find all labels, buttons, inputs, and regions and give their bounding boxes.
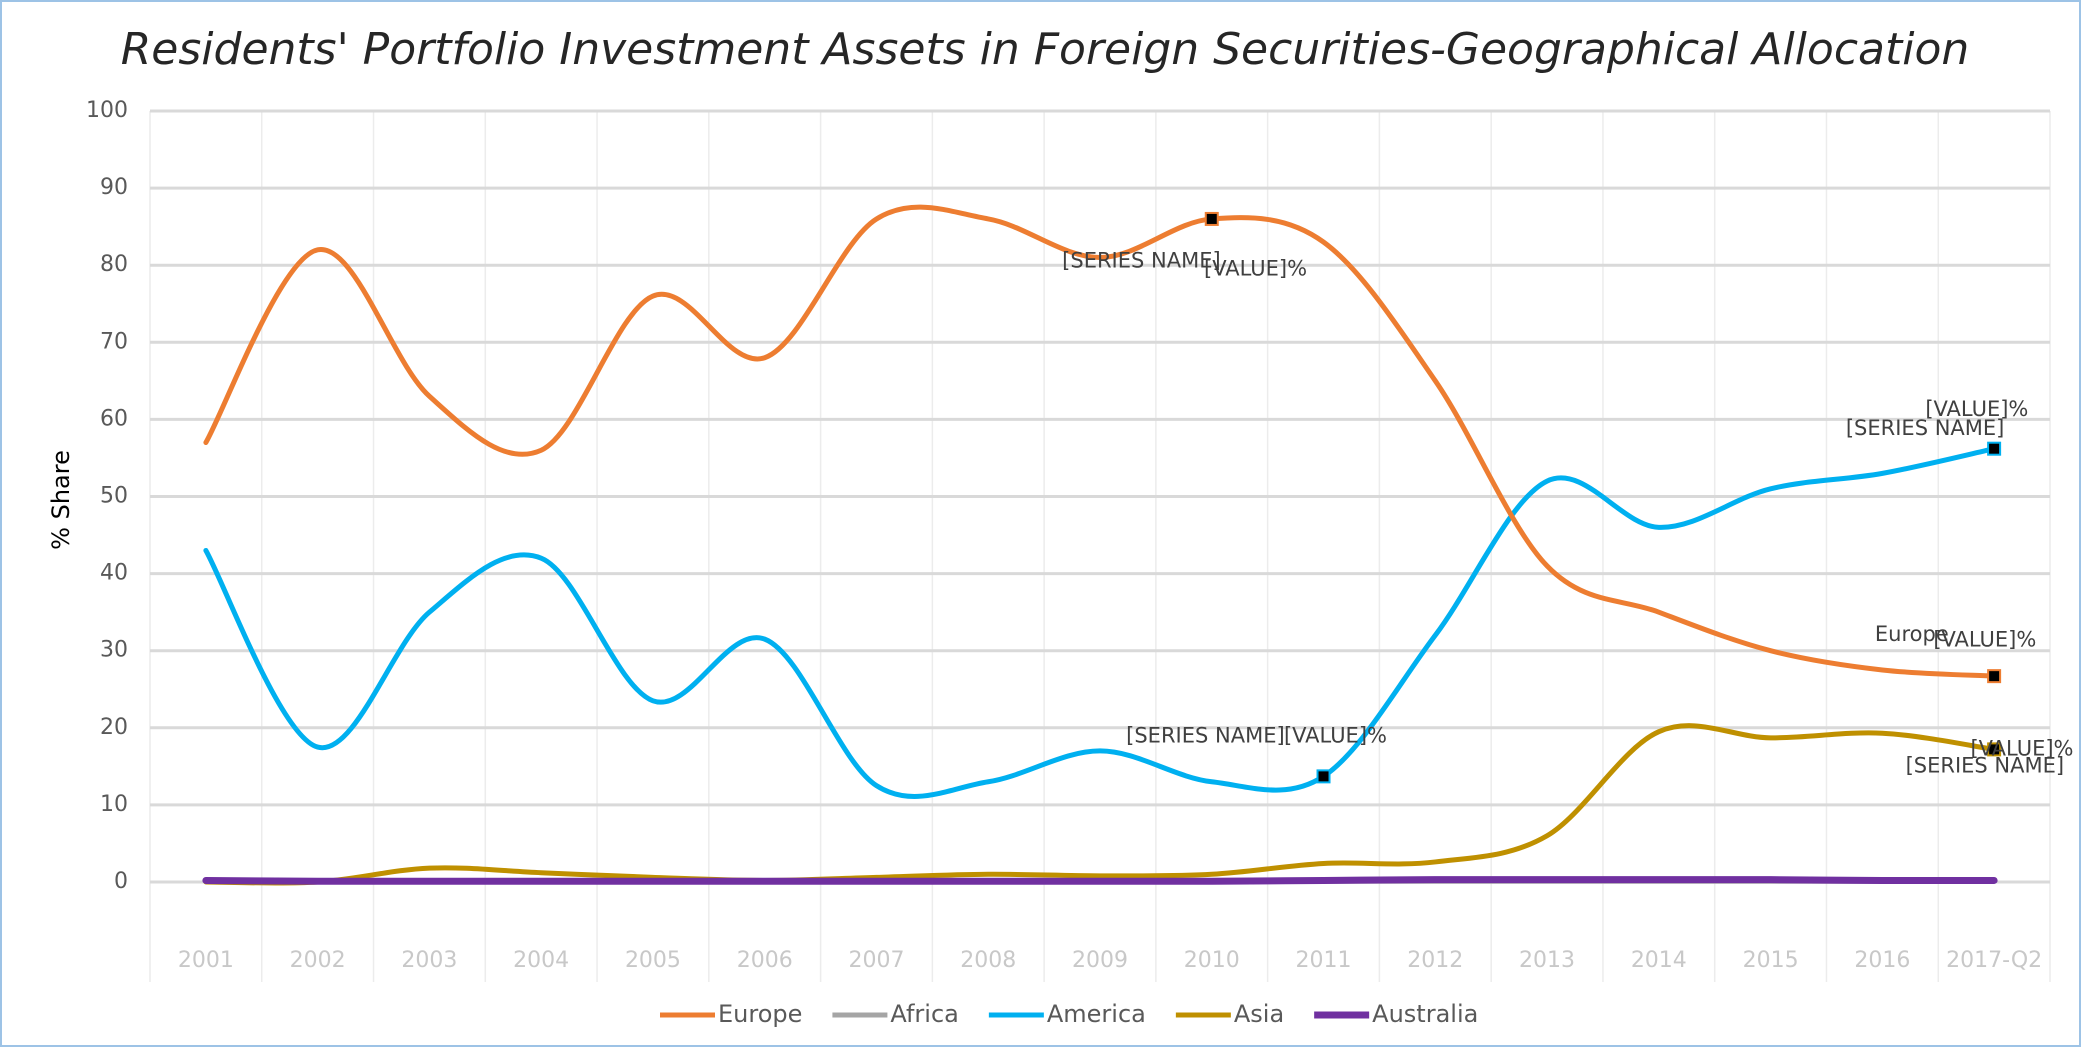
x-tick-label: 2006 — [737, 948, 793, 973]
y-tick-label: 100 — [86, 98, 128, 123]
x-tick-label: 2012 — [1407, 948, 1463, 973]
legend-label: Africa — [890, 1000, 958, 1028]
y-tick-label: 0 — [114, 869, 128, 894]
data-label: [SERIES NAME] — [1062, 248, 1221, 272]
data-label: [SERIES NAME] — [1126, 724, 1285, 748]
data-point-marker — [1204, 211, 1219, 226]
y-axis-label: % Share — [47, 450, 75, 550]
line-europe — [203, 204, 1997, 679]
x-tick-label: 2004 — [513, 948, 569, 973]
x-tick-label: 2011 — [1296, 948, 1352, 973]
x-tick-label: 2002 — [290, 948, 346, 973]
data-point-marker — [1987, 669, 2002, 684]
y-tick-label: 40 — [100, 561, 128, 586]
y-tick-label: 50 — [100, 484, 128, 509]
x-tick-label: 2016 — [1854, 948, 1910, 973]
data-label: [VALUE]% — [1925, 397, 2028, 421]
data-point-marker — [1987, 441, 2002, 456]
y-tick-label: 70 — [100, 329, 128, 354]
line-australia — [202, 876, 1998, 885]
chart-title: Residents' Portfolio Investment Assets i… — [121, 24, 1970, 75]
x-tick-label: 2009 — [1072, 948, 1128, 973]
x-tick-label: 2017-Q2 — [1946, 948, 2042, 973]
y-tick-label: 20 — [100, 715, 128, 740]
legend-label: Asia — [1234, 1000, 1284, 1028]
data-label: [VALUE]% — [1284, 724, 1387, 748]
x-tick-label: 2010 — [1184, 948, 1240, 973]
data-point-marker — [1987, 742, 2002, 757]
line-america — [203, 446, 1997, 799]
x-tick-label: 2014 — [1631, 948, 1687, 973]
y-tick-label: 10 — [100, 792, 128, 817]
y-tick-label: 60 — [100, 406, 128, 431]
legend-label: America — [1047, 1000, 1146, 1028]
data-point-marker — [1316, 769, 1331, 784]
y-tick-label: 80 — [100, 252, 128, 277]
x-tick-label: 2001 — [178, 948, 234, 973]
x-tick-label: 2008 — [960, 948, 1016, 973]
y-tick-label: 90 — [100, 175, 128, 200]
data-label: [VALUE]% — [1933, 627, 2036, 651]
legend-label: Australia — [1372, 1000, 1478, 1028]
y-tick-label: 30 — [100, 638, 128, 663]
data-label: [VALUE]% — [1970, 736, 2073, 760]
line-asia — [203, 723, 1997, 886]
data-label: [VALUE]% — [1204, 256, 1307, 280]
x-tick-label: 2015 — [1743, 948, 1799, 973]
data-label: Europe — [1875, 622, 1949, 646]
x-tick-label: 2005 — [625, 948, 681, 973]
x-tick-label: 2003 — [401, 948, 457, 973]
x-tick-label: 2007 — [848, 948, 904, 973]
legend-label: Europe — [718, 1000, 802, 1028]
x-tick-label: 2013 — [1519, 948, 1575, 973]
data-label: [SERIES NAME] — [1906, 754, 2065, 778]
data-label: [SERIES NAME] — [1846, 416, 2005, 440]
